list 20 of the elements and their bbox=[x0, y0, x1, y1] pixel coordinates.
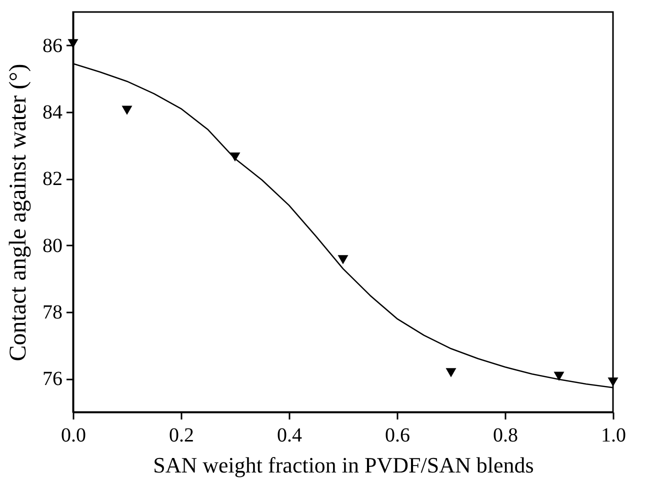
y-tick-label: 76 bbox=[42, 368, 62, 390]
x-tick-label: 0.0 bbox=[61, 424, 86, 446]
y-tick-label: 84 bbox=[42, 102, 62, 124]
y-tick-label: 86 bbox=[42, 34, 62, 57]
y-tick-label: 80 bbox=[42, 234, 62, 257]
x-tick-label: 0.6 bbox=[385, 424, 410, 446]
x-tick-label: 0.4 bbox=[277, 424, 302, 446]
point bbox=[68, 39, 78, 48]
point bbox=[608, 377, 618, 387]
x-tick-label: 0.8 bbox=[493, 424, 518, 446]
x-tick-label: 1.0 bbox=[601, 424, 626, 446]
point bbox=[338, 255, 348, 264]
y-tick-label: 82 bbox=[42, 168, 62, 190]
point bbox=[554, 372, 564, 381]
x-axis-title: SAN weight fraction in PVDF/SAN blends bbox=[153, 452, 534, 478]
x-tick-label: 0.2 bbox=[169, 424, 194, 446]
y-tick-label: 78 bbox=[42, 302, 62, 324]
point bbox=[446, 368, 456, 378]
y-axis-title: Contact angle against water (°) bbox=[6, 64, 32, 362]
point bbox=[122, 106, 132, 115]
